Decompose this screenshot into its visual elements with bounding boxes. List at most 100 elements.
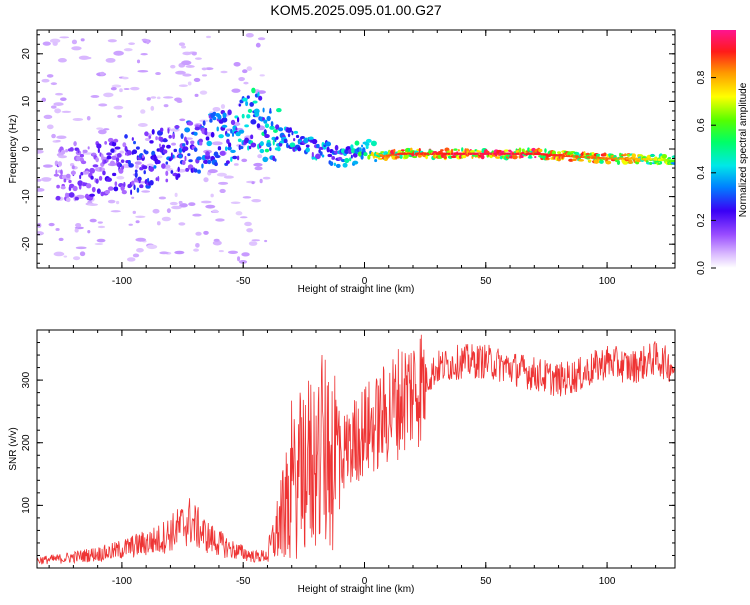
noise-cell xyxy=(50,82,58,86)
snr-panel: -100 -50 0 50 100 100 200 300 Height of straig… xyxy=(8,329,676,595)
ridge-cell xyxy=(624,153,627,157)
ridge-cell xyxy=(113,186,119,192)
ridge-cell xyxy=(134,169,138,173)
ridge-cell xyxy=(246,114,251,119)
ridge-cell xyxy=(172,154,175,159)
noise-cell xyxy=(233,163,239,166)
ridge-cell xyxy=(672,162,675,165)
noise-cell xyxy=(179,203,188,208)
noise-cell xyxy=(220,70,228,74)
ridge-cell xyxy=(269,125,275,130)
ridge-cell xyxy=(212,116,217,121)
ridge-cell xyxy=(106,155,112,160)
noise-cell xyxy=(251,181,255,185)
noise-cell xyxy=(245,33,254,38)
ridge-cell xyxy=(131,180,135,186)
ridge-cell xyxy=(238,129,245,134)
ridge-cell xyxy=(168,134,172,139)
ridge-cell xyxy=(316,143,320,149)
noise-cell xyxy=(80,38,85,42)
ridge-cell xyxy=(187,121,194,126)
ridge-cell xyxy=(66,197,71,203)
colorbar-tick-label: 0.4 xyxy=(696,165,707,179)
ridge-cell xyxy=(518,147,522,153)
ridge-cell xyxy=(155,177,158,182)
ridge-cell xyxy=(226,138,230,144)
ridge-cell xyxy=(102,170,106,176)
ridge-cell xyxy=(106,152,112,156)
ridge-cell xyxy=(275,136,279,140)
ridge-cell xyxy=(209,118,213,123)
noise-cell xyxy=(146,40,150,45)
ridge-cell xyxy=(315,153,321,160)
ridge-cell xyxy=(63,178,67,183)
noise-cell xyxy=(170,128,180,132)
x-tick-label: -50 xyxy=(236,276,251,287)
ridge-cell xyxy=(71,165,75,170)
ridge-cell xyxy=(350,154,353,159)
noise-cell xyxy=(244,221,252,227)
ridge-cell xyxy=(440,149,444,152)
noise-cell xyxy=(48,222,55,227)
ridge-cell xyxy=(370,140,377,147)
ridge-cell xyxy=(599,159,604,164)
noise-cell xyxy=(107,39,117,43)
noise-cell xyxy=(75,222,82,228)
x-tick-label: -50 xyxy=(236,576,251,587)
ridge-cell xyxy=(231,132,235,137)
ridge-cell xyxy=(138,178,141,184)
ridge-cell xyxy=(321,154,325,158)
ridge-cell xyxy=(170,152,173,158)
ridge-cell xyxy=(362,147,366,153)
noise-cell xyxy=(171,142,176,146)
noise-cell xyxy=(107,199,116,204)
spectrogram-cells xyxy=(37,33,675,264)
ridge-cell xyxy=(198,138,204,144)
ridge-cell xyxy=(222,112,227,119)
ridge-cell xyxy=(325,141,332,147)
noise-cell xyxy=(86,115,91,121)
ridge-cell xyxy=(159,127,164,132)
noise-cell xyxy=(253,162,263,167)
ridge-cell xyxy=(459,153,462,159)
ridge-cell xyxy=(203,159,209,164)
ridge-cell xyxy=(250,119,257,125)
noise-cell xyxy=(41,97,47,102)
ridge-cell xyxy=(297,146,302,152)
ridge-cell xyxy=(114,181,118,187)
ridge-cell xyxy=(628,159,633,164)
noise-cell xyxy=(212,240,222,246)
ridge-cell xyxy=(230,156,233,161)
ridge-cell xyxy=(56,184,60,189)
y-tick-label: 20 xyxy=(21,48,32,60)
noise-cell xyxy=(213,238,220,242)
ridge-cell xyxy=(257,91,260,98)
noise-cell xyxy=(61,110,72,113)
ridge-cell xyxy=(76,155,81,162)
ridge-cell xyxy=(412,155,418,159)
ridge-cell xyxy=(238,103,241,107)
ridge-cell xyxy=(79,174,82,180)
noise-cell xyxy=(52,41,58,46)
noise-cell xyxy=(119,150,125,154)
ridge-cell xyxy=(360,154,364,160)
ridge-cell xyxy=(605,160,612,165)
ridge-cell xyxy=(667,156,672,160)
ridge-cell xyxy=(199,141,203,146)
ridge-cell xyxy=(264,123,270,128)
ridge-cell xyxy=(534,155,537,159)
ridge-cell xyxy=(291,130,294,136)
ridge-cell xyxy=(121,165,125,170)
ridge-cell xyxy=(511,154,518,160)
noise-cell xyxy=(117,114,122,118)
ridge-cell xyxy=(331,156,336,160)
spectrogram-y-label: Frequency (Hz) xyxy=(8,115,19,184)
noise-cell xyxy=(56,135,67,139)
ridge-cell xyxy=(450,148,454,153)
ridge-cell xyxy=(227,109,232,116)
snr-frame xyxy=(36,329,676,569)
ridge-cell xyxy=(112,141,117,147)
ridge-cell xyxy=(55,169,58,175)
ridge-cell xyxy=(72,185,78,192)
ridge-cell xyxy=(289,127,292,132)
